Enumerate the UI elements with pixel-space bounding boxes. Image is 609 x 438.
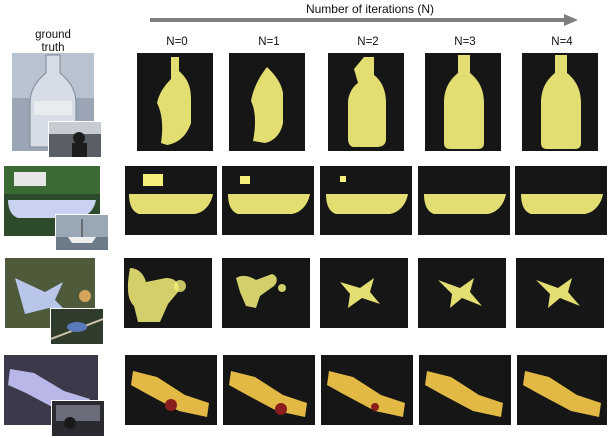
iterations-arrow (150, 14, 578, 26)
col-header-n3: N=3 (454, 36, 476, 48)
gt-label-line1: ground (35, 29, 71, 41)
result-car-n4 (517, 355, 607, 425)
result-bird-n1 (222, 258, 310, 328)
gt-inset-car (51, 400, 105, 437)
result-bird-n3 (418, 258, 506, 328)
col-header-n1: N=1 (258, 36, 280, 48)
iterations-axis-label: Number of iterations (N) (305, 2, 435, 16)
gt-image-boat (4, 166, 100, 236)
col-header-n0: N=0 (166, 36, 188, 48)
result-boat-n4 (515, 166, 607, 235)
ground-truth-header: ground truth (18, 29, 88, 55)
result-bird-n2 (320, 258, 408, 328)
result-car-n1 (223, 355, 315, 425)
gt-inset-bottle (48, 121, 102, 158)
result-bottle-n3 (425, 53, 501, 151)
result-boat-n2 (320, 166, 412, 235)
result-bottle-n1 (229, 53, 305, 151)
result-boat-n1 (222, 166, 314, 235)
result-boat-n3 (418, 166, 510, 235)
gt-inset-bird (50, 308, 104, 345)
result-bottle-n0 (137, 53, 213, 151)
result-bird-n0 (124, 258, 212, 328)
col-header-n4: N=4 (551, 36, 573, 48)
result-bottle-n2 (328, 53, 404, 151)
result-bottle-n4 (522, 53, 598, 151)
result-car-n0 (125, 355, 217, 425)
gt-inset-boat (55, 214, 109, 251)
col-header-n2: N=2 (357, 36, 379, 48)
result-car-n3 (419, 355, 511, 425)
result-bird-n4 (516, 258, 604, 328)
result-boat-n0 (125, 166, 217, 235)
gt-label-line2: truth (41, 42, 65, 54)
result-car-n2 (321, 355, 413, 425)
